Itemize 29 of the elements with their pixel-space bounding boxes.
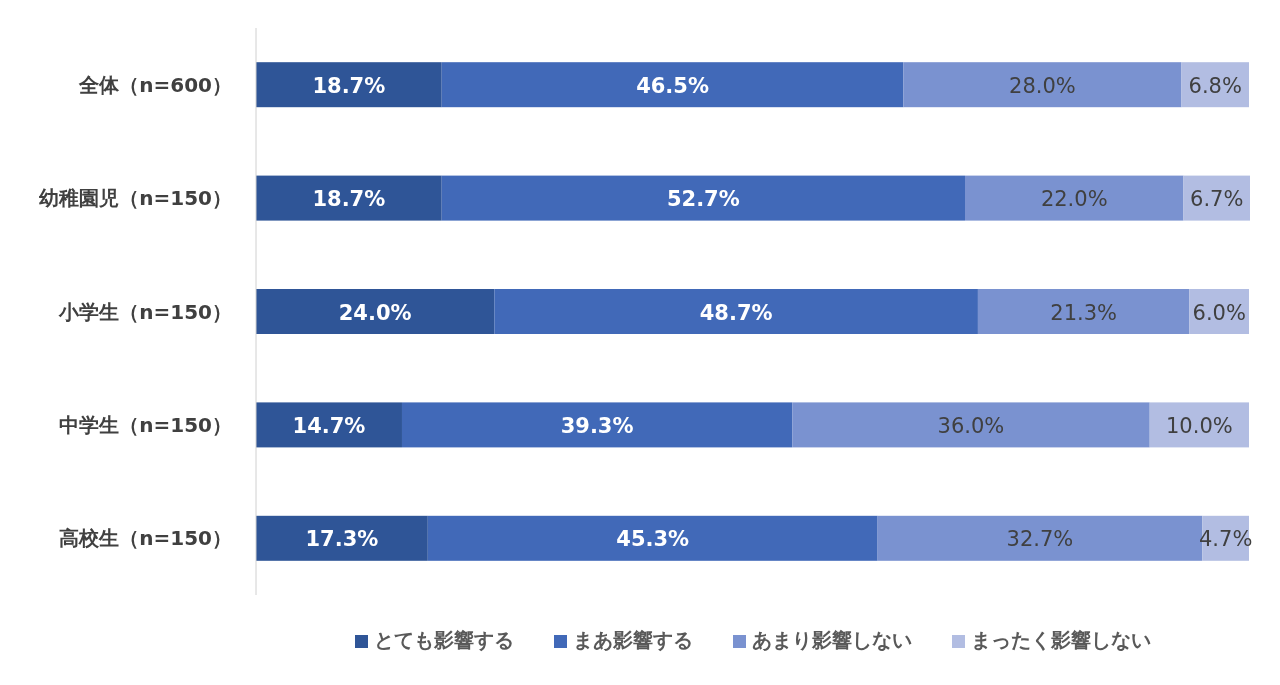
legend-label: あまり影響しない: [752, 628, 912, 652]
y-tick-label: 幼稚園児（n=150）: [39, 186, 232, 211]
data-label: 6.8%: [1188, 73, 1242, 98]
data-label: 46.5%: [636, 73, 709, 98]
data-label: 45.3%: [616, 527, 690, 552]
data-label: 24.0%: [338, 300, 412, 325]
y-tick-label: 中学生（n=150）: [59, 412, 232, 437]
data-label: 36.0%: [937, 413, 1005, 438]
data-label: 6.0%: [1192, 300, 1246, 325]
data-label: 32.7%: [1006, 527, 1074, 552]
data-label: 21.3%: [1050, 300, 1118, 325]
data-label: 10.0%: [1166, 413, 1233, 438]
data-label: 52.7%: [666, 187, 740, 212]
data-label: 6.7%: [1190, 187, 1244, 212]
data-label: 28.0%: [1009, 73, 1076, 98]
y-tick-label: 全体（n=600）: [78, 72, 232, 97]
y-tick-label: 高校生（n=150）: [59, 526, 232, 551]
data-label: 39.3%: [560, 413, 634, 438]
legend-label: とても影響する: [374, 628, 514, 652]
data-label: 17.3%: [305, 527, 379, 552]
data-label: 18.7%: [312, 73, 386, 98]
data-label: 14.7%: [292, 413, 366, 438]
data-label: 22.0%: [1040, 187, 1108, 212]
data-label: 48.7%: [699, 300, 773, 325]
y-tick-label: 小学生（n=150）: [58, 299, 232, 324]
data-label: 18.7%: [312, 187, 386, 212]
data-label: 4.7%: [1198, 527, 1253, 552]
legend-label: まあ影響する: [573, 628, 693, 652]
legend-label: まったく影響しない: [971, 628, 1151, 652]
